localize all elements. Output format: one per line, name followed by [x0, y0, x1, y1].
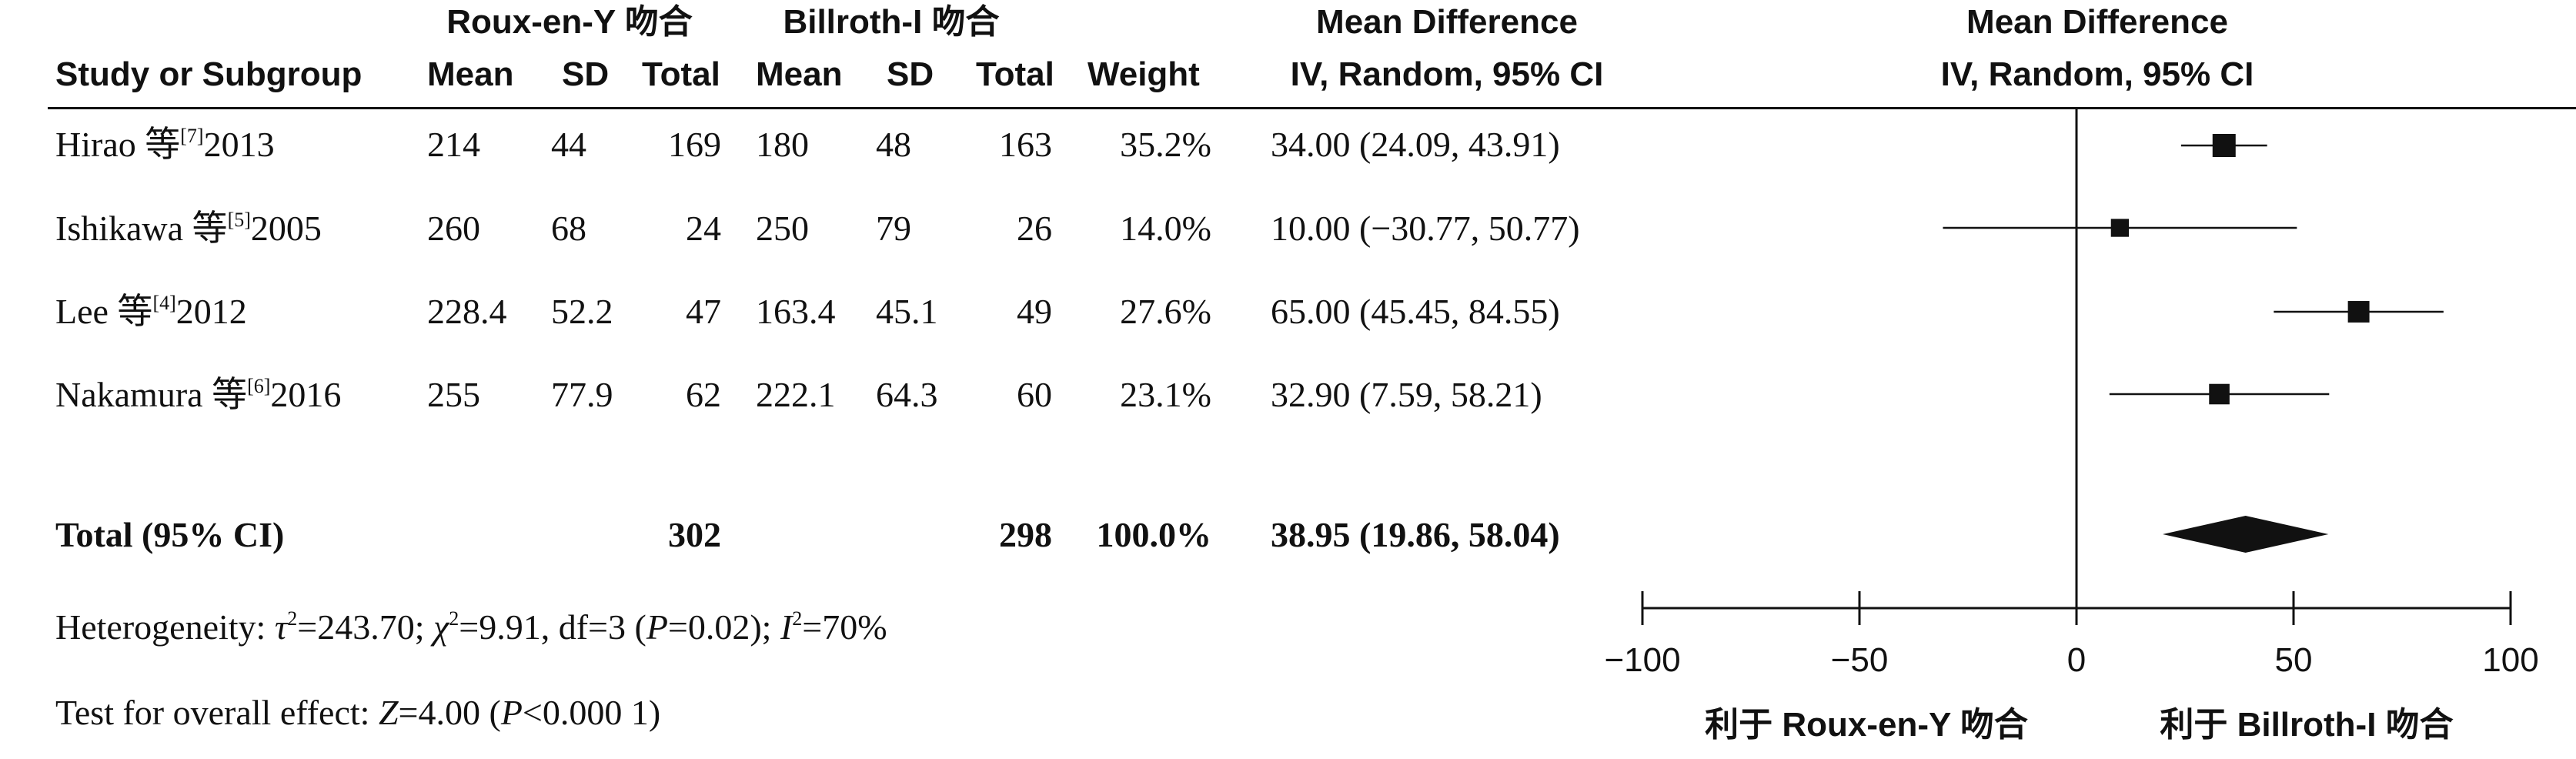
study-label: Nakamura 等[6]2016: [55, 374, 342, 414]
total1-cell: 24: [686, 209, 721, 248]
mean1-cell: 255: [427, 375, 480, 414]
total2-cell: 60: [1017, 375, 1052, 414]
total1-header: Total: [642, 55, 720, 93]
header-rule: [48, 107, 2576, 109]
sd1-cell: 68: [551, 209, 586, 248]
pooled-ci: 38.95 (19.86, 58.04): [1271, 515, 1560, 554]
mean2-cell: 250: [756, 209, 809, 248]
sd2-cell: 48: [876, 125, 911, 164]
ci-cell: 32.90 (7.59, 58.21): [1271, 375, 1542, 414]
x-tick-label: −100: [1604, 641, 1680, 679]
mean1-cell: 260: [427, 209, 480, 248]
weight-cell: 14.0%: [1120, 209, 1211, 248]
total2-header: Total: [976, 55, 1054, 93]
md-table-title: Mean Difference: [1316, 3, 1578, 41]
ci-cell: 65.00 (45.45, 84.55): [1271, 292, 1560, 331]
sd2-cell: 64.3: [876, 375, 938, 414]
pooled-diamond: [2163, 516, 2329, 553]
x-tick-label: 100: [2482, 641, 2538, 679]
sd2-cell: 79: [876, 209, 911, 248]
total2-cell: 26: [1017, 209, 1052, 248]
mean2-cell: 222.1: [756, 375, 836, 414]
heterogeneity-text: Heterogeneity: τ2=243.70; χ2=9.91, df=3 …: [55, 607, 887, 647]
study-point: [2110, 219, 2130, 237]
total-label: Total (95% CI): [55, 515, 285, 554]
study-point: [2212, 134, 2236, 157]
study-point: [2209, 383, 2230, 405]
mean2-cell: 163.4: [756, 292, 836, 331]
weight-cell: 35.2%: [1120, 125, 1211, 164]
x-tick-label: 0: [2067, 641, 2086, 679]
weight-cell: 27.6%: [1120, 292, 1211, 331]
md-plot-method: IV, Random, 95% CI: [1940, 55, 2254, 93]
total1-cell: 62: [686, 375, 721, 414]
sd1-cell: 77.9: [551, 375, 613, 414]
ci-cell: 34.00 (24.09, 43.91): [1271, 125, 1560, 164]
md-table-method: IV, Random, 95% CI: [1290, 55, 1604, 93]
study-point: [2347, 301, 2370, 323]
study-label: Ishikawa 等[5]2005: [55, 208, 322, 248]
total-weight: 100.0%: [1096, 515, 1212, 554]
favors-left-label: 利于 Roux-en-Y 吻合: [1705, 706, 2028, 744]
md-plot-title: Mean Difference: [1966, 3, 2228, 41]
favors-right-label: 利于 Billroth-I 吻合: [2160, 706, 2454, 744]
sd1-header: SD: [562, 55, 610, 93]
total2-sum: 298: [999, 515, 1052, 554]
overall-effect-text: Test for overall effect: Z=4.00 (P<0.000…: [55, 693, 661, 732]
mean2-cell: 180: [756, 125, 809, 164]
sd2-header: SD: [887, 55, 934, 93]
group2-header: Billroth-I 吻合: [783, 3, 1000, 41]
total1-cell: 169: [668, 125, 721, 164]
sd1-cell: 44: [551, 125, 586, 164]
x-tick-label: 50: [2275, 641, 2313, 679]
ci-cell: 10.00 (−30.77, 50.77): [1271, 209, 1580, 248]
weight-header: Weight: [1088, 55, 1200, 93]
study-label: Lee 等[4]2012: [55, 291, 247, 331]
total1-sum: 302: [668, 515, 721, 554]
total2-cell: 163: [999, 125, 1052, 164]
mean2-header: Mean: [756, 55, 843, 93]
sd1-cell: 52.2: [551, 292, 613, 331]
mean1-header: Mean: [427, 55, 514, 93]
group1-header: Roux-en-Y 吻合: [446, 3, 693, 41]
weight-cell: 23.1%: [1120, 375, 1211, 414]
study-column-header: Study or Subgroup: [55, 55, 363, 93]
sd2-cell: 45.1: [876, 292, 938, 331]
mean1-cell: 228.4: [427, 292, 507, 331]
total1-cell: 47: [686, 292, 721, 331]
x-tick-label: −50: [1831, 641, 1889, 679]
total2-cell: 49: [1017, 292, 1052, 331]
study-label: Hirao 等[7]2013: [55, 124, 275, 164]
mean1-cell: 214: [427, 125, 480, 164]
